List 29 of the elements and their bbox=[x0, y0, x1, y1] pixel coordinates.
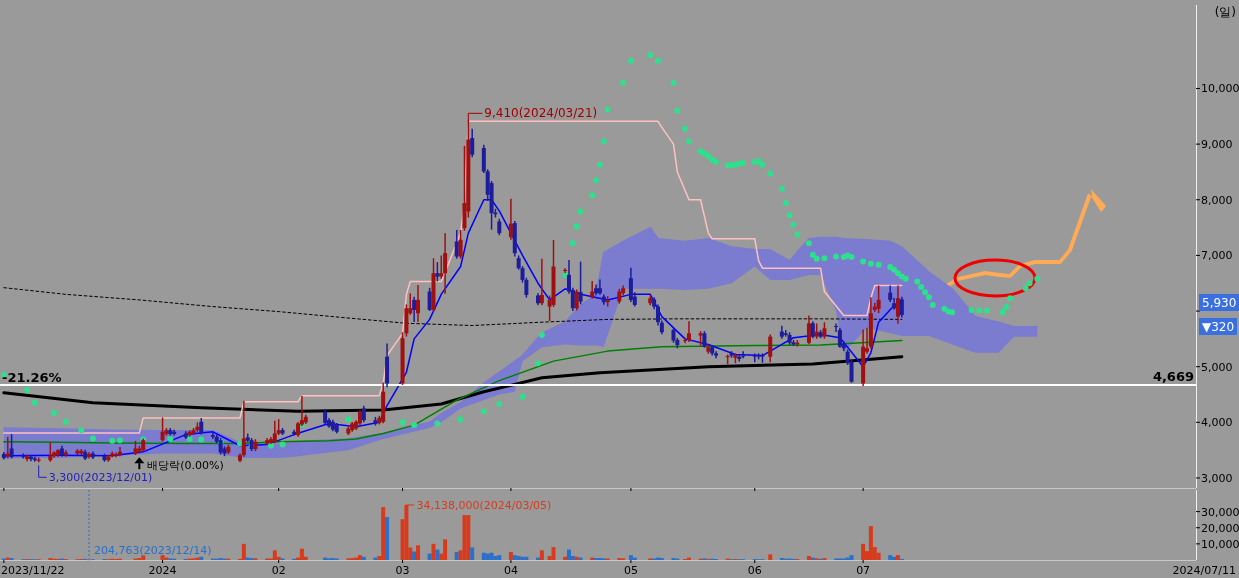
x-tick-label: 2024 bbox=[148, 564, 177, 577]
y-tick-label: 8,000 bbox=[1201, 193, 1233, 207]
text: (일) bbox=[1214, 5, 1236, 19]
annotation: -21.26% bbox=[2, 370, 62, 385]
y-tick-label: 10,000 bbox=[1201, 537, 1239, 551]
annotation: 204,763(2023/12/14) bbox=[94, 543, 212, 557]
ref-line-label: 4,669 bbox=[1152, 369, 1194, 385]
annotation: 34,138,000(2024/03/05) bbox=[416, 498, 552, 512]
x-tick-label: 03 bbox=[395, 564, 410, 577]
text: 2024/07/11 bbox=[1172, 564, 1236, 577]
y-tick-label: 7,000 bbox=[1201, 249, 1233, 263]
y-tick-label: 9,000 bbox=[1201, 138, 1233, 152]
x-tick-label: 04 bbox=[503, 564, 518, 577]
x-tick-label: 05 bbox=[623, 564, 638, 577]
y-tick-label: 5,000 bbox=[1201, 360, 1233, 374]
y-tick-label: 20,000 bbox=[1201, 521, 1239, 535]
x-tick-label: 02 bbox=[271, 564, 286, 577]
y-tick-label: 4,000 bbox=[1201, 416, 1233, 430]
y-tick-label: 30,000 bbox=[1201, 505, 1239, 519]
text: ▼320 bbox=[1202, 320, 1235, 334]
x-tick-label: 06 bbox=[747, 564, 762, 577]
annotation: 3,300(2023/12/01) bbox=[48, 471, 153, 485]
y-tick-label: 10,000 bbox=[1201, 82, 1239, 96]
text: 5,930 bbox=[1202, 296, 1237, 310]
y-tick-label: 3,000 bbox=[1201, 471, 1233, 485]
x-tick-label: 07 bbox=[856, 564, 871, 577]
annotation: 9,410(2024/03/21) bbox=[484, 106, 598, 121]
x-tick-label: 2023/11/22 bbox=[1, 564, 65, 577]
annotation: 배당락(0.00%) bbox=[147, 459, 224, 473]
